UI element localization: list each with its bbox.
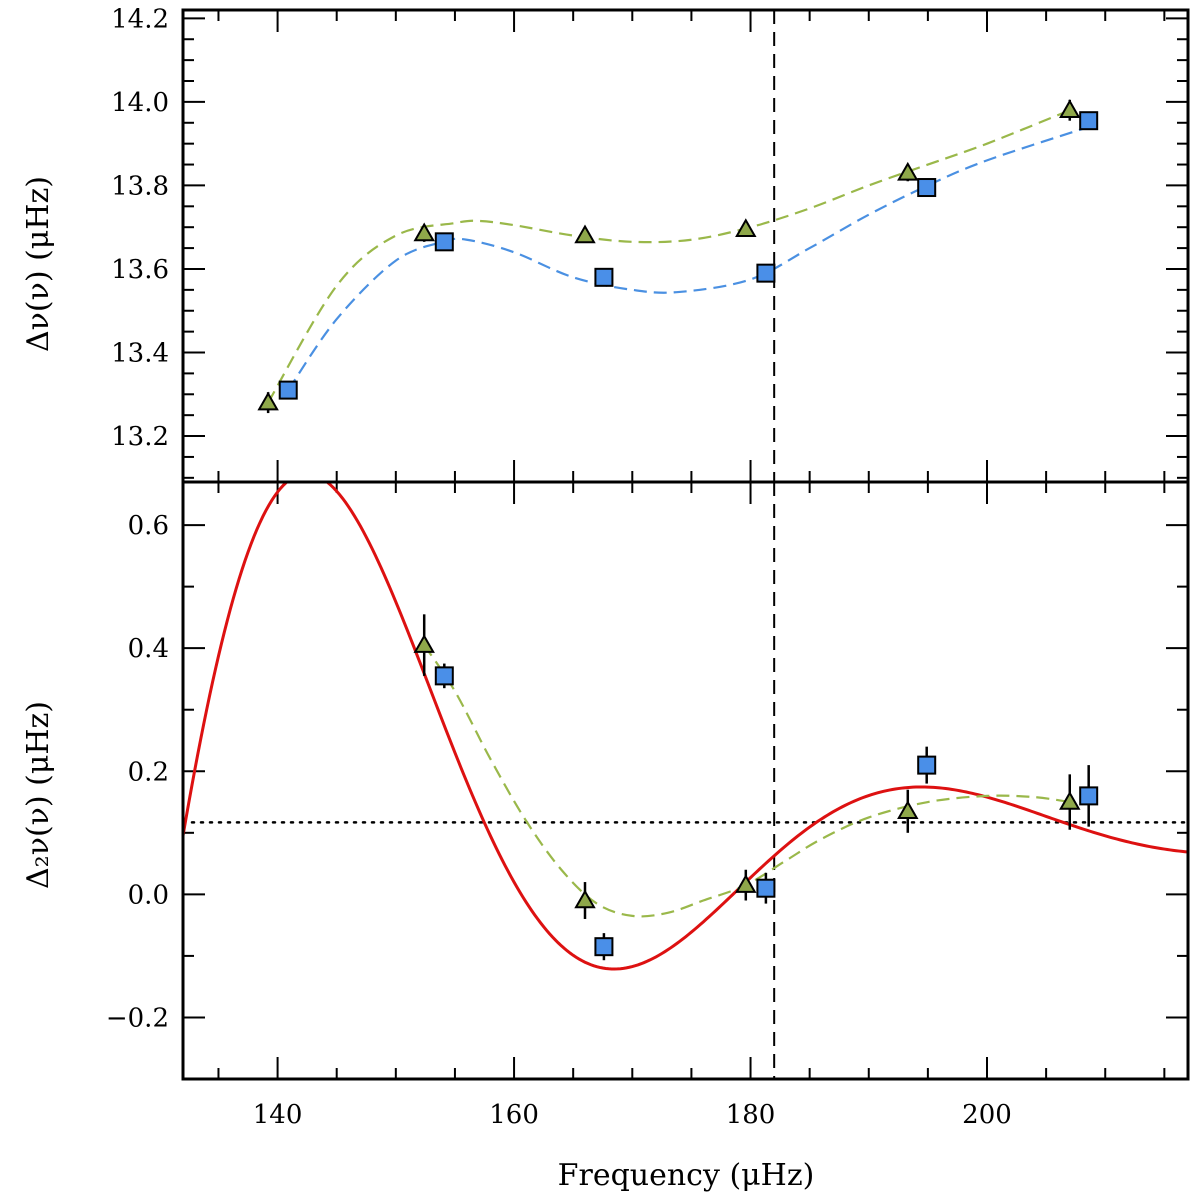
bottom-oscillation-fit-curve	[183, 482, 1188, 971]
top-y-tick-label: 13.8	[111, 171, 169, 201]
top-square-point	[756, 263, 776, 283]
bottom-triangle-point	[413, 634, 435, 653]
top-triangle-point	[735, 218, 757, 238]
top-triangle-point	[257, 391, 279, 411]
bottom-triangle-point	[735, 874, 757, 893]
top-square-point	[278, 380, 298, 400]
bottom-panel: −0.2 0.0 0.2 0.4 0.6 140 160 180 200	[106, 480, 1190, 1130]
bottom-square-point	[1079, 786, 1099, 806]
top-panel-frame	[181, 8, 1190, 484]
top-y-tick-label: 14.0	[111, 88, 169, 118]
top-triangle-point	[1059, 99, 1081, 118]
bottom-triangle-point	[574, 889, 596, 909]
top-y-tick-label: 14.2	[111, 4, 169, 34]
bottom-y-tick-label: −0.2	[106, 1003, 169, 1033]
bottom-y-tick-label: 0.2	[128, 757, 169, 787]
bottom-square-point	[756, 878, 776, 898]
top-y-tick-label: 13.4	[111, 339, 169, 369]
top-panel: 13.2 13.4 13.6 13.8 14.0 14.2	[111, 4, 1190, 484]
bottom-square-point	[594, 937, 614, 957]
bottom-y-axis-label: Δ₂ν(ν) (μHz)	[21, 701, 56, 889]
bottom-triangle-fit-curve	[423, 644, 1070, 918]
top-square-point	[1079, 111, 1099, 131]
bottom-triangle-point	[897, 800, 919, 820]
top-triangle-fit-curve	[267, 109, 1071, 404]
top-triangle-point	[413, 222, 435, 242]
top-square-point	[917, 178, 937, 198]
bottom-x-tick-label: 140	[253, 1100, 303, 1130]
bottom-triangle-point	[1059, 791, 1081, 810]
bottom-plot-area	[183, 482, 1188, 1079]
bottom-x-tick-label: 200	[962, 1100, 1012, 1130]
top-y-tick-label: 13.2	[111, 422, 169, 452]
top-y-axis-label: Δν(ν) (μHz)	[21, 176, 56, 352]
bottom-x-tick-label: 160	[489, 1100, 539, 1130]
top-triangle-point	[897, 161, 919, 181]
bottom-panel-frame	[181, 480, 1190, 1081]
top-square-fit-curve	[287, 125, 1090, 391]
x-axis-label: Frequency (μHz)	[558, 1158, 815, 1193]
bottom-x-tick-label: 180	[726, 1100, 776, 1130]
bottom-y-tick-label: 0.4	[128, 634, 169, 664]
bottom-y-tick-label: 0.0	[128, 880, 169, 910]
top-square-point	[594, 267, 614, 287]
bottom-square-point	[917, 755, 937, 775]
top-y-tick-label: 13.6	[111, 255, 169, 285]
bottom-square-point	[434, 666, 454, 686]
bottom-y-tick-label: 0.6	[128, 511, 169, 541]
top-square-point	[434, 232, 454, 252]
top-triangle-point	[574, 224, 596, 244]
top-plot-area	[257, 10, 1099, 482]
